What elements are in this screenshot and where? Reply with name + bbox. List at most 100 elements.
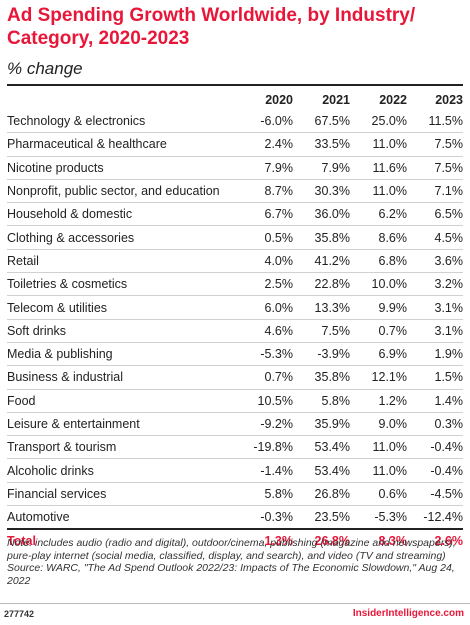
row-value-2020: -19.8%: [233, 435, 293, 460]
row-value-2021: 30.3%: [293, 179, 350, 204]
row-value-2020: 2.5%: [233, 272, 293, 297]
row-value-2022: 6.2%: [350, 202, 407, 227]
total-value-2021: 26.8%: [293, 528, 350, 553]
total-label: Total: [7, 528, 233, 553]
header-cell-2022: 2022: [379, 93, 407, 107]
row-label: Clothing & accessories: [7, 225, 233, 250]
row-value-2020: 8.7%: [233, 179, 293, 204]
table-row: Retail 4.0% 41.2% 6.8% 3.6%: [7, 249, 463, 274]
row-value-2023: -12.4%: [407, 505, 463, 530]
row-value-2023: 7.5%: [407, 132, 463, 157]
row-value-2023: 1.9%: [407, 342, 463, 367]
row-value-2023: 7.5%: [407, 156, 463, 180]
total-value-2022: 8.3%: [350, 528, 407, 553]
row-value-2023: 4.5%: [407, 225, 463, 250]
row-value-2023: 1.4%: [407, 389, 463, 413]
header-row: 2020 2021 2022 2023: [7, 79, 463, 110]
total-row: Total 1.3% 26.8% 8.3% 2.6%: [7, 528, 463, 553]
row-label: Food: [7, 389, 233, 413]
table-row: Pharmaceutical & healthcare 2.4% 33.5% 11.0…: [7, 132, 463, 157]
row-value-2021: 35.9%: [293, 412, 350, 437]
row-value-2020: -1.4%: [233, 458, 293, 483]
chart-title: Ad Spending Growth Worldwide, by Industr…: [7, 5, 416, 49]
row-value-2021: 7.9%: [293, 156, 350, 180]
row-value-2021: 13.3%: [293, 295, 350, 320]
table-row: Alcoholic drinks -1.4% 53.4% 11.0% -0.4%: [7, 458, 463, 483]
row-value-2021: 67.5%: [293, 110, 350, 134]
row-value-2020: 0.5%: [233, 225, 293, 250]
row-label: Automotive: [7, 505, 233, 530]
row-value-2020: -0.3%: [233, 505, 293, 530]
row-value-2021: 41.2%: [293, 249, 350, 274]
row-value-2022: 11.0%: [350, 458, 407, 483]
table-row: Automotive -0.3% 23.5% -5.3% -12.4%: [7, 505, 463, 530]
row-label: Soft drinks: [7, 319, 233, 343]
row-value-2022: 0.6%: [350, 482, 407, 507]
row-value-2020: 0.7%: [233, 365, 293, 390]
row-value-2023: 3.2%: [407, 272, 463, 297]
table-row: Food 10.5% 5.8% 1.2% 1.4%: [7, 389, 463, 413]
row-value-2022: 11.0%: [350, 132, 407, 157]
table-row: Clothing & accessories 0.5% 35.8% 8.6% 4.5%: [7, 225, 463, 250]
row-value-2022: -5.3%: [350, 505, 407, 530]
row-value-2020: 10.5%: [233, 389, 293, 413]
row-value-2020: 4.0%: [233, 249, 293, 274]
table-row: Nicotine products 7.9% 7.9% 11.6% 7.5%: [7, 156, 463, 180]
row-label: Business & industrial: [7, 365, 233, 390]
row-value-2022: 25.0%: [350, 110, 407, 134]
row-label: Technology & electronics: [7, 110, 233, 134]
row-value-2022: 6.8%: [350, 249, 407, 274]
row-value-2022: 9.9%: [350, 295, 407, 320]
row-value-2020: -6.0%: [233, 110, 293, 134]
chart-subtitle: % change: [7, 59, 83, 78]
row-value-2021: 53.4%: [293, 435, 350, 460]
row-label: Media & publishing: [7, 342, 233, 367]
total-value-2020: 1.3%: [233, 528, 293, 553]
row-value-2022: 11.0%: [350, 435, 407, 460]
row-value-2021: 36.0%: [293, 202, 350, 227]
row-value-2021: -3.9%: [293, 342, 350, 367]
row-value-2023: 0.3%: [407, 412, 463, 437]
row-value-2021: 33.5%: [293, 132, 350, 157]
row-label: Financial services: [7, 482, 233, 507]
row-value-2022: 10.0%: [350, 272, 407, 297]
row-value-2022: 11.0%: [350, 179, 407, 204]
footnote: Note: includes audio (radio and digital)…: [7, 537, 467, 587]
chart-id: 277742: [4, 609, 35, 619]
header-cell-2021: 2021: [322, 93, 350, 107]
row-value-2023: 3.1%: [407, 319, 463, 343]
header-cell-2020: 2020: [265, 93, 293, 107]
row-value-2023: -0.4%: [407, 458, 463, 483]
brand-link[interactable]: InsiderIntelligence.com: [352, 608, 464, 619]
row-value-2021: 35.8%: [293, 225, 350, 250]
row-value-2022: 8.6%: [350, 225, 407, 250]
table-row: Leisure & entertainment -9.2% 35.9% 9.0% 0.3…: [7, 412, 463, 437]
row-value-2020: 2.4%: [233, 132, 293, 157]
row-value-2023: -0.4%: [407, 435, 463, 460]
row-value-2022: 12.1%: [350, 365, 407, 390]
footer-divider: [0, 603, 470, 604]
row-value-2020: 6.0%: [233, 295, 293, 320]
row-value-2023: 7.1%: [407, 179, 463, 204]
row-value-2020: -5.3%: [233, 342, 293, 367]
row-value-2022: 9.0%: [350, 412, 407, 437]
table-row: Soft drinks 4.6% 7.5% 0.7% 3.1%: [7, 319, 463, 343]
table-row: Technology & electronics -6.0% 67.5% 25.0% 1…: [7, 110, 463, 134]
row-value-2020: 5.8%: [233, 482, 293, 507]
table-row: Business & industrial 0.7% 35.8% 12.1% 1.5%: [7, 365, 463, 390]
row-value-2023: 11.5%: [407, 110, 463, 134]
row-value-2021: 35.8%: [293, 365, 350, 390]
table-row: Nonprofit, public sector, and education 8…: [7, 179, 463, 204]
total-value-2023: 2.6%: [407, 528, 463, 553]
table-row: Financial services 5.8% 26.8% 0.6% -4.5%: [7, 482, 463, 507]
table-row: Household & domestic 6.7% 36.0% 6.2% 6.5%: [7, 202, 463, 227]
data-table: 2020 2021 2022 2023 Technology & electro…: [7, 79, 463, 553]
table-row: Toiletries & cosmetics 2.5% 22.8% 10.0% 3.2%: [7, 272, 463, 297]
header-cell-2023: 2023: [435, 93, 463, 107]
row-value-2022: 1.2%: [350, 389, 407, 413]
row-value-2021: 53.4%: [293, 458, 350, 483]
row-value-2021: 26.8%: [293, 482, 350, 507]
row-label: Toiletries & cosmetics: [7, 272, 233, 297]
row-label: Retail: [7, 249, 233, 274]
